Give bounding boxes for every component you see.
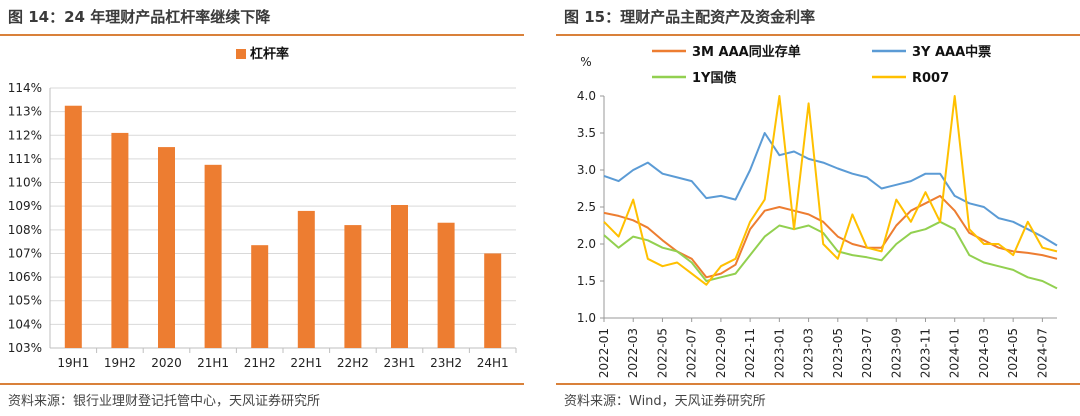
source-rule	[0, 383, 524, 385]
x-tick-label: 2022-11	[743, 328, 757, 378]
x-tick-label: 2023-05	[831, 328, 845, 378]
y-tick-label: 103%	[8, 341, 42, 355]
y-tick-label: 107%	[8, 246, 42, 260]
y-tick-label: 1.5	[577, 274, 596, 288]
x-tick-label: 2024-05	[1006, 328, 1020, 378]
rates-chart-title: 图 15：理财产品主配资产及资金利率	[564, 8, 816, 26]
y-tick-label: 108%	[8, 223, 42, 237]
source-rule	[556, 383, 1080, 385]
y-tick-label: 110%	[8, 176, 42, 190]
rates-line-chart: % 1.0 1.5 2.0 2.5 3.0 3.5 4.0 2022-01 2022-03 2022…	[577, 44, 1058, 378]
title-rule	[0, 34, 524, 36]
title-rule	[556, 34, 1080, 36]
x-tick-label: 2024-01	[948, 328, 962, 378]
y-tick-label: 111%	[8, 152, 42, 166]
bar	[251, 245, 269, 348]
series-line	[603, 95, 1058, 286]
x-tick-label: 22H2	[337, 356, 369, 370]
bar	[111, 132, 129, 348]
legend-label: 3M AAA同业存单	[692, 44, 801, 60]
y-tick-label: 109%	[8, 199, 42, 213]
y-tick-label: 106%	[8, 270, 42, 284]
series-line	[603, 194, 1058, 279]
y-tick-label: 104%	[8, 317, 42, 331]
y-tick-label: 105%	[8, 294, 42, 308]
x-tick-label: 21H2	[244, 356, 276, 370]
y-tick-label: 3.0	[577, 163, 596, 177]
x-tick-label: 2022-07	[685, 328, 699, 378]
x-tick-label: 21H1	[197, 356, 229, 370]
x-tick-label: 19H1	[57, 356, 89, 370]
rates-chart-panel: 图 15：理财产品主配资产及资金利率 % 1.0 1.5 2.0 2.5 3.0 3.5 4.…	[556, 0, 1080, 416]
rates-chart-source: 资料来源：Wind，天风证券研究所	[564, 394, 766, 409]
x-tick-label: 2022-01	[597, 328, 611, 378]
legend-label: 3Y AAA中票	[912, 44, 991, 60]
x-tick-label: 2023-07	[860, 328, 874, 378]
series-line	[603, 132, 1058, 247]
x-tick-label: 23H1	[384, 356, 416, 370]
x-tick-label: 2023-11	[918, 328, 932, 378]
y-tick-label: 2.5	[577, 200, 596, 214]
x-tick-label: 2022-05	[655, 328, 669, 378]
y-axis-unit: %	[580, 55, 591, 69]
y-tick-label: 3.5	[577, 126, 596, 140]
legend-swatch	[236, 49, 246, 59]
legend-label: 1Y国债	[692, 70, 736, 86]
leverage-bar-chart: 103% 104% 105% 106% 107% 108% 109% 110% 111% 112%…	[8, 46, 517, 370]
bar	[158, 147, 175, 348]
bar	[297, 210, 315, 348]
x-tick-label: 2024-07	[1035, 328, 1049, 378]
leverage-chart-title: 图 14：24 年理财产品杠杆率继续下降	[8, 8, 271, 26]
x-tick-label: 19H2	[104, 356, 136, 370]
x-tick-label: 2020	[151, 356, 182, 370]
bar	[484, 253, 502, 348]
y-tick-label: 2.0	[577, 237, 596, 251]
y-tick-label: 114%	[8, 81, 42, 95]
y-tick-label: 112%	[8, 128, 42, 142]
bar	[64, 105, 82, 349]
legend-label: 杠杆率	[250, 46, 289, 62]
y-tick-label: 1.0	[577, 311, 596, 325]
y-tick-label: 113%	[8, 105, 42, 119]
x-tick-label: 2023-01	[772, 328, 786, 378]
y-tick-label: 4.0	[577, 89, 596, 103]
bar	[204, 164, 222, 348]
x-tick-label: 2023-03	[802, 328, 816, 378]
x-tick-label: 2023-09	[889, 328, 903, 378]
bar	[344, 225, 362, 348]
legend-label: R007	[912, 71, 949, 86]
bar	[437, 222, 455, 348]
bar	[391, 205, 408, 348]
x-tick-label: 24H1	[477, 356, 509, 370]
x-tick-label: 2024-03	[977, 328, 991, 378]
x-tick-label: 2022-03	[626, 328, 640, 378]
leverage-chart-source: 资料来源：银行业理财登记托管中心，天风证券研究所	[8, 394, 321, 409]
series-line	[603, 220, 1058, 290]
x-tick-label: 2022-09	[714, 328, 728, 378]
x-tick-label: 22H1	[290, 356, 322, 370]
leverage-chart-panel: 图 14：24 年理财产品杠杆率继续下降 103% 104% 105% 106% 107…	[0, 0, 524, 416]
x-tick-label: 23H2	[430, 356, 462, 370]
